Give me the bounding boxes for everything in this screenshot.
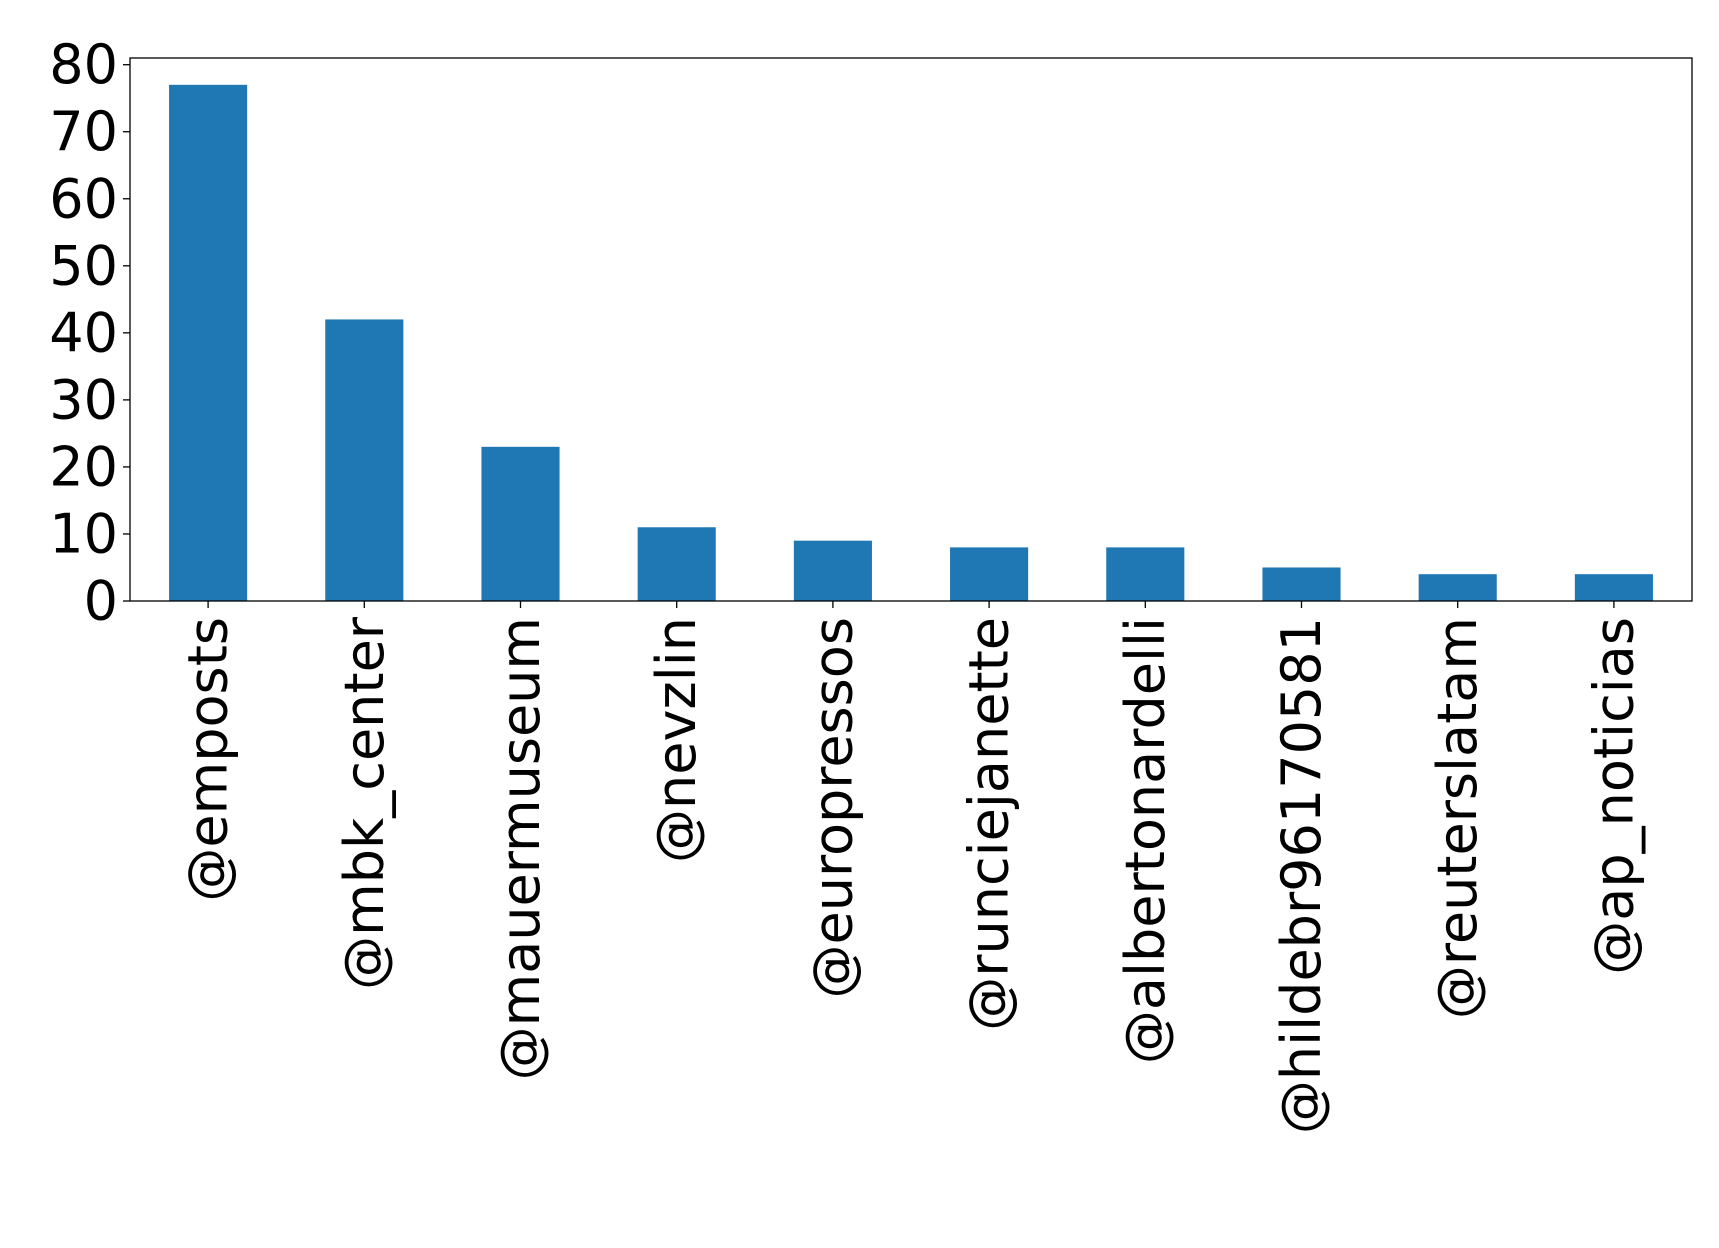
- bar: [1262, 567, 1341, 601]
- y-tick-label: 0: [84, 570, 118, 633]
- bar: [637, 527, 716, 601]
- y-tick-label: 60: [49, 167, 118, 230]
- y-tick-label: 70: [49, 100, 118, 163]
- y-tick-label: 80: [49, 33, 118, 96]
- y-tick-label: 20: [49, 435, 118, 498]
- y-tick-label: 30: [49, 368, 118, 431]
- bar: [169, 84, 248, 601]
- x-ticks: @emposts @mbk_center @mauermuseum @nevzlin @…: [177, 601, 1645, 1134]
- bar: [1574, 574, 1653, 601]
- x-tick-label: @runciejanette: [958, 617, 1021, 1031]
- x-tick-label: @mauermuseum: [489, 617, 552, 1080]
- bar: [1106, 547, 1185, 601]
- plot-frame: [129, 57, 1693, 602]
- bar: [481, 446, 560, 601]
- x-tick-label: @europressos: [801, 617, 864, 998]
- bar: [1418, 574, 1497, 601]
- x-tick-label: @reuterslatam: [1426, 617, 1489, 1019]
- y-tick-label: 10: [49, 502, 118, 565]
- x-tick-label: @mbk_center: [333, 616, 396, 990]
- bar: [950, 547, 1029, 601]
- bar: [793, 540, 872, 601]
- x-tick-label: @nevzlin: [645, 617, 708, 863]
- y-tick-label: 50: [49, 234, 118, 297]
- x-tick-label: @emposts: [177, 617, 240, 902]
- bar: [325, 319, 404, 601]
- x-tick-label: @ap_noticias: [1582, 617, 1645, 975]
- bars-layer: [169, 84, 1653, 601]
- x-tick-label: @albertonardelli: [1114, 617, 1177, 1064]
- x-tick-label: @hildebr96170581: [1270, 617, 1333, 1134]
- y-tick-label: 40: [49, 301, 118, 364]
